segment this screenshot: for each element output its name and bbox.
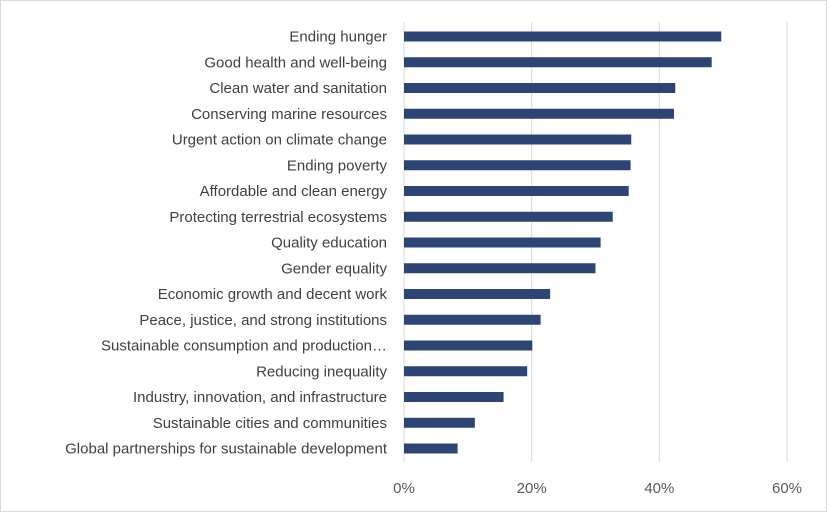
category-label: Reducing inequality: [256, 363, 387, 380]
category-label: Ending poverty: [287, 157, 388, 174]
category-label: Ending hunger: [289, 29, 387, 46]
category-label: Quality education: [271, 235, 387, 252]
category-label: Sustainable consumption and production…: [101, 338, 387, 355]
category-label: Peace, justice, and strong institutions: [139, 312, 387, 329]
bar: [404, 108, 675, 119]
bar: [404, 314, 541, 325]
x-tick-label: 20%: [517, 480, 547, 497]
category-label: Conserving marine resources: [191, 106, 387, 123]
x-tick-label: 60%: [772, 480, 802, 497]
bar: [404, 366, 528, 377]
x-tick-label: 40%: [644, 480, 674, 497]
bar: [404, 340, 533, 351]
category-label: Protecting terrestrial ecosystems: [169, 209, 387, 226]
bar: [404, 211, 613, 222]
bar: [404, 443, 458, 454]
category-label: Good health and well-being: [204, 54, 387, 71]
category-label: Gender equality: [281, 260, 387, 277]
bar: [404, 392, 504, 402]
category-label: Global partnerships for sustainable deve…: [65, 441, 388, 458]
category-label: Economic growth and decent work: [158, 286, 388, 303]
bar: [404, 417, 475, 428]
bar: [404, 57, 712, 68]
category-label: Urgent action on climate change: [172, 132, 387, 149]
category-label: Industry, innovation, and infrastructure: [133, 389, 387, 406]
bar: [404, 289, 551, 299]
x-tick-label: 0%: [393, 480, 415, 497]
bar: [404, 134, 632, 145]
category-label: Affordable and clean energy: [200, 183, 388, 200]
bar: [404, 83, 676, 93]
bar: [404, 160, 631, 171]
bar: [404, 186, 629, 196]
category-label: Sustainable cities and communities: [153, 415, 387, 432]
bar: [404, 31, 722, 42]
bar: [404, 237, 601, 248]
category-label: Clean water and sanitation: [209, 80, 387, 97]
bar: [404, 263, 596, 274]
